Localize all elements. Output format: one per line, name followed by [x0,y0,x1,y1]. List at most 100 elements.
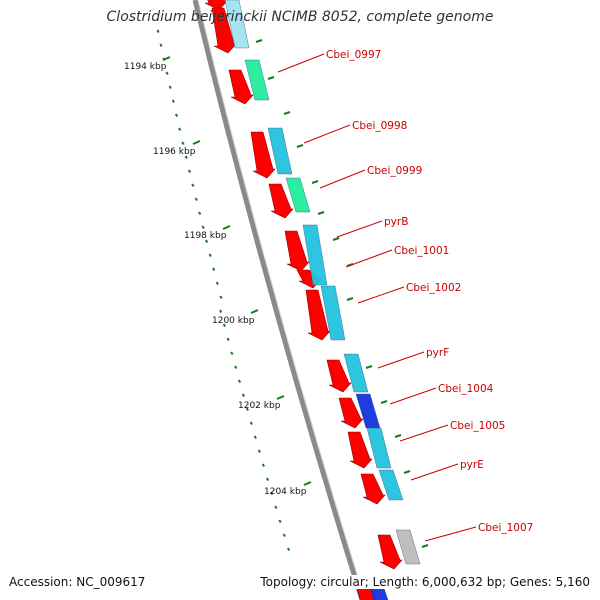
gene-label-cbei-1004[interactable]: Cbei_1004 [438,383,494,395]
feature-tick [403,470,411,474]
ruler-dot [257,449,261,454]
ruler-dot [274,505,278,510]
ruler-dot [171,99,175,104]
gene-label-pyre[interactable]: pyrE [460,459,484,471]
gene-arrow-cbei-1007 [377,534,403,570]
gene-arrow-pyre [360,473,386,505]
label-connector [424,526,477,542]
ruler-dot [159,43,163,48]
ruler-dot [261,463,266,468]
ruler-major-tick [162,56,171,61]
gene-box-cbei-0997 [244,59,270,101]
ruler-dot [215,281,219,286]
gene-label-cbei-0998[interactable]: Cbei_0998 [352,120,407,132]
gene-arrow-pyrf [326,359,352,393]
label-connector [277,53,325,73]
ruler-dot [234,365,238,370]
gene-box-pyre [378,469,404,501]
label-connector [319,169,366,189]
gene-label-cbei-1005[interactable]: Cbei_1005 [450,420,505,432]
ruler-dot [219,309,223,314]
gene-label-cbei-1002[interactable]: Cbei_1002 [406,282,461,294]
feature-tick [317,211,325,215]
gene-label-cbei-1007[interactable]: Cbei_1007 [478,522,533,534]
label-connector [377,351,425,369]
gene-arrow-cbei-0997 [228,69,254,105]
ruler-dot [237,379,242,384]
genome-backbone [192,0,365,600]
feature-tick [267,76,275,80]
label-connector [357,286,405,304]
gene-box-pyrf [343,353,369,393]
ruler-dot [168,85,172,90]
ruler-dot [194,197,198,202]
ruler-dot [249,421,253,426]
ruler-dot [245,407,249,412]
ruler-major-ticks [162,56,312,486]
label-connector [389,387,437,405]
ruler-dot [241,393,246,398]
ruler-dot [174,113,179,118]
accession-text: Accession: NC_009617 [9,575,148,589]
gene-arrow-cbei-1004 [338,397,364,429]
ruler-dot [205,239,209,244]
ruler-dot [253,435,257,440]
feature-tick [255,39,263,43]
gene-features [204,0,421,600]
feature-tick [421,544,429,548]
feature-tick [394,434,402,438]
ruler-major-tick [303,481,312,486]
feature-tick [380,400,388,404]
gene-arrow-cbei-0999 [268,183,294,219]
gene-arrow-cbei-1005 [347,431,373,469]
ruler-dot [191,183,195,188]
ruler-major-tick [192,140,201,145]
label-connector [399,424,449,442]
ruler-dot [286,547,291,552]
ruler-dot [230,351,234,356]
gene-arrow-pyrb-a [284,230,310,272]
gene-label-pyrf[interactable]: pyrF [426,347,449,359]
ruler-dot [156,29,160,34]
ruler-label-1202: 1202 kbp [238,401,281,411]
ruler-dot [212,267,216,272]
label-connector [410,463,459,481]
ruler-label-1196: 1196 kbp [153,147,196,157]
label-connector [345,249,393,268]
gene-box-cbei-1002 [320,285,346,341]
gene-label-cbei-1001[interactable]: Cbei_1001 [394,245,449,257]
label-connectors [277,53,477,542]
ruler-dot [184,155,188,160]
ruler-label-1200: 1200 kbp [212,316,255,326]
ruler-major-tick [250,309,259,314]
gene-arrow-cbei-0996 [211,7,237,54]
ruler-dot [265,477,270,482]
ruler-dot [219,295,223,300]
gene-box-pyrb [302,224,328,286]
feature-ticks [255,39,429,548]
feature-tick [296,144,304,148]
gene-label-pyrb[interactable]: pyrB [384,216,408,228]
gene-label-cbei-0997[interactable]: Cbei_0997 [326,49,381,61]
ruler-dot [278,519,282,524]
genome-backbone-highlight [197,0,366,600]
ruler-dot [270,491,274,496]
ruler-major-tick [222,225,231,230]
ruler-dot [222,323,226,328]
ruler-major-tick [276,395,285,400]
feature-tick [283,111,291,115]
gene-box-cbei-0996 [224,0,250,49]
genome-summary: Topology: circular; Length: 6,000,632 bp… [258,575,590,589]
ruler-label-1198: 1198 kbp [184,231,227,241]
gene-box-cbei-1007 [395,529,421,565]
gene-arrow-cbei-0998 [250,131,276,179]
gene-label-cbei-0999[interactable]: Cbei_0999 [367,165,422,177]
feature-tick [346,297,354,301]
gene-arrow-partial [204,0,228,11]
ruler-minor-ticks [156,29,291,552]
ruler-dot [201,225,205,230]
ruler-dot [226,337,230,342]
gene-arrow-cbei-1002 [305,289,331,341]
ruler-dot [181,141,185,146]
